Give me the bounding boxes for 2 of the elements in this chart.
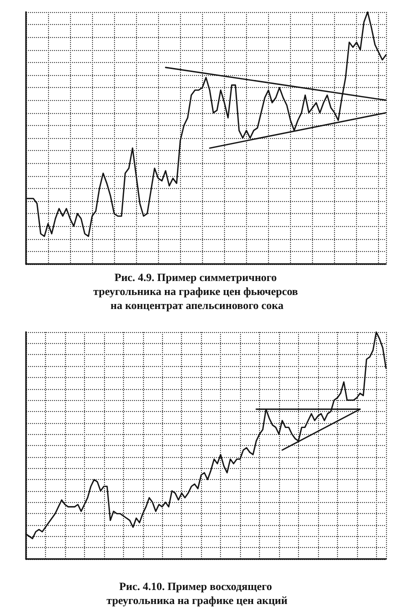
text: Рис. 4.9. Пример симметричного треугольника на графике цен фьючерсов на концентрат апельсинового сока xyxy=(93,272,301,312)
text: Рис. 4.10. Пример восходящего треугольника на графике цен акций xyxy=(106,581,288,607)
